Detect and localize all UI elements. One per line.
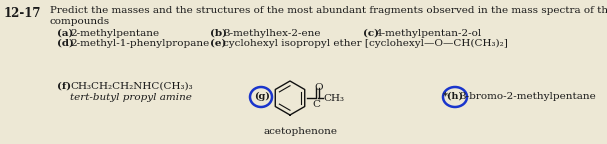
Text: 2-methyl-1-phenylpropane: 2-methyl-1-phenylpropane [70,39,209,48]
Text: compounds: compounds [50,17,110,26]
Text: (d): (d) [57,39,74,48]
Text: (f): (f) [57,82,71,91]
Text: tert-butyl propyl amine: tert-butyl propyl amine [70,93,192,102]
Text: CH₃CH₂CH₂NHC(CH₃)₃: CH₃CH₂CH₂NHC(CH₃)₃ [70,82,192,91]
Text: 12-17: 12-17 [4,7,41,20]
Text: (e): (e) [210,39,226,48]
Text: cyclohexyl isopropyl ether [cyclohexyl—O—CH(CH₃)₂]: cyclohexyl isopropyl ether [cyclohexyl—O… [223,39,508,48]
Text: (c): (c) [363,29,379,38]
Text: (b): (b) [210,29,227,38]
Text: 4-methylpentan-2-ol: 4-methylpentan-2-ol [376,29,482,38]
Text: C: C [312,100,320,109]
Text: O: O [314,83,323,92]
Text: 3-methylhex-2-ene: 3-methylhex-2-ene [223,29,320,38]
Text: Predict the masses and the structures of the most abundant fragments observed in: Predict the masses and the structures of… [50,6,607,15]
Text: acetophenone: acetophenone [263,127,337,136]
Text: *(h): *(h) [443,92,464,101]
Text: 3-bromo-2-methylpentane: 3-bromo-2-methylpentane [459,92,595,101]
Text: (a): (a) [57,29,73,38]
Text: CH₃: CH₃ [323,94,344,103]
Text: (g): (g) [254,92,270,101]
Text: 2-methylpentane: 2-methylpentane [70,29,159,38]
